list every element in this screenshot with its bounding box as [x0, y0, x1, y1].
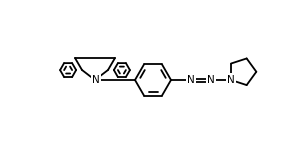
- Text: N: N: [227, 75, 235, 85]
- Text: N: N: [187, 75, 195, 85]
- Text: N: N: [92, 76, 100, 86]
- Text: N: N: [227, 75, 235, 85]
- Text: N: N: [187, 75, 195, 85]
- Text: N: N: [207, 75, 215, 85]
- Text: N: N: [92, 75, 100, 85]
- Text: N: N: [227, 75, 235, 85]
- Text: N: N: [207, 75, 215, 85]
